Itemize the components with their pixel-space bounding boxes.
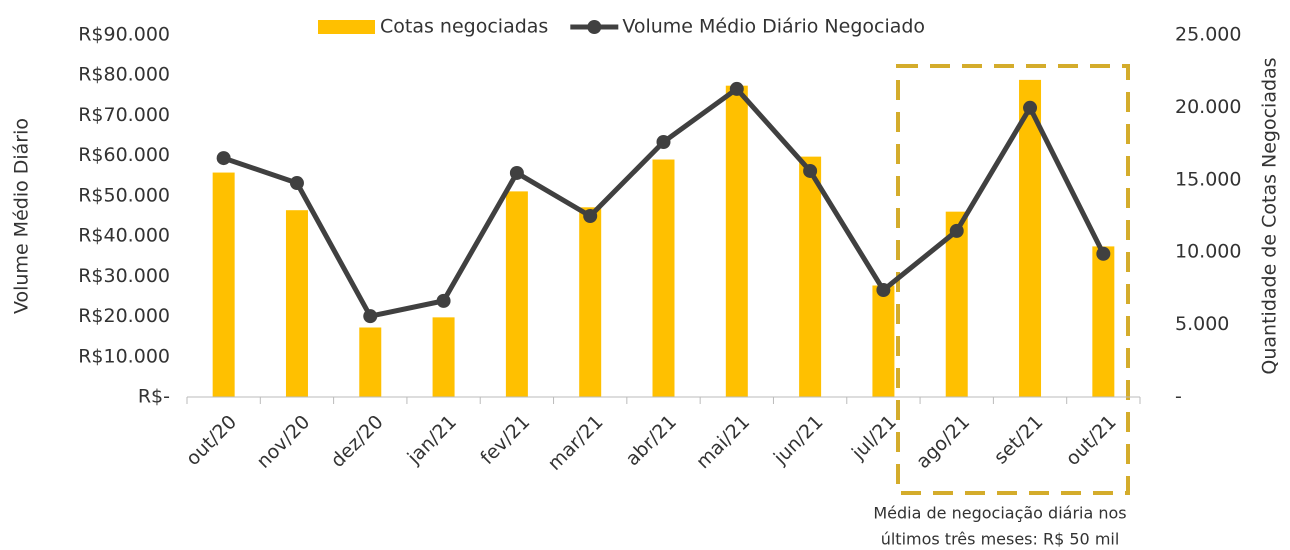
- legend-swatch: [318, 20, 375, 34]
- y2-tick-label: 10.000: [1175, 241, 1241, 263]
- bar: [505, 191, 528, 397]
- bar: [945, 211, 968, 397]
- y-tick-label: R$-: [138, 386, 170, 408]
- line-point: [1023, 100, 1038, 115]
- y-tick-label: R$10.000: [78, 345, 170, 367]
- bar: [1019, 79, 1042, 397]
- line-point: [949, 223, 964, 238]
- x-tick-label: jul/21: [847, 411, 901, 465]
- legend-swatch: [587, 20, 602, 34]
- bar: [432, 317, 455, 397]
- line-point: [1096, 246, 1111, 261]
- y2-tick-label: 20.000: [1175, 96, 1241, 118]
- x-tick-label: out/20: [182, 411, 241, 470]
- bar: [652, 159, 675, 397]
- line-point: [803, 163, 818, 178]
- bar: [872, 285, 895, 397]
- bar: [1092, 246, 1115, 397]
- x-tick-label: mar/21: [544, 411, 608, 475]
- y-tick-label: R$30.000: [78, 265, 170, 287]
- y-tick-label: R$60.000: [78, 144, 170, 166]
- x-tick-label: mai/21: [692, 411, 754, 473]
- y-tick-label: R$40.000: [78, 225, 170, 247]
- line-point: [509, 165, 524, 180]
- bar: [359, 327, 382, 397]
- legend-label: Volume Médio Diário Negociado: [622, 16, 925, 38]
- x-tick-label: dez/20: [327, 411, 388, 472]
- line-point: [583, 209, 598, 223]
- bar: [212, 172, 235, 397]
- x-tick-label: nov/20: [253, 411, 315, 473]
- y-tick-label: R$80.000: [78, 64, 170, 86]
- x-tick-label: ago/21: [912, 411, 974, 473]
- bar: [579, 207, 602, 397]
- y2-tick-label: 15.000: [1175, 168, 1241, 190]
- y-axis-title: Volume Médio Diário: [11, 118, 33, 314]
- annotation: Média de negociação diária nos: [873, 504, 1126, 523]
- line-point: [876, 283, 891, 298]
- annotation: últimos três meses: R$ 50 mil: [881, 530, 1120, 549]
- x-tick-label: jan/21: [403, 411, 461, 469]
- bar: [725, 85, 748, 398]
- x-tick-label: jun/21: [769, 411, 828, 470]
- bar: [799, 156, 822, 397]
- line-point: [729, 81, 744, 96]
- line-point: [436, 293, 451, 308]
- x-tick-label: out/21: [1062, 411, 1121, 470]
- x-tick-label: abr/21: [621, 411, 680, 470]
- y-tick-label: R$70.000: [78, 104, 170, 126]
- line-point: [656, 134, 671, 149]
- y-tick-label: R$90.000: [78, 24, 170, 46]
- bar: [285, 210, 308, 397]
- line-point: [289, 176, 304, 191]
- x-tick-label: set/21: [990, 411, 1048, 469]
- y2-tick-label: 5.000: [1175, 313, 1229, 335]
- y2-axis-title: Quantidade de Cotas Negociadas: [1259, 57, 1281, 374]
- line-point: [216, 151, 231, 166]
- y-tick-label: R$20.000: [78, 305, 170, 327]
- y-tick-label: R$50.000: [78, 184, 170, 206]
- x-tick-label: fev/21: [476, 411, 534, 469]
- line-point: [363, 309, 378, 324]
- y2-tick-label: 25.000: [1175, 24, 1241, 46]
- y2-tick-label: -: [1175, 386, 1182, 408]
- legend-label: Cotas negociadas: [380, 16, 548, 38]
